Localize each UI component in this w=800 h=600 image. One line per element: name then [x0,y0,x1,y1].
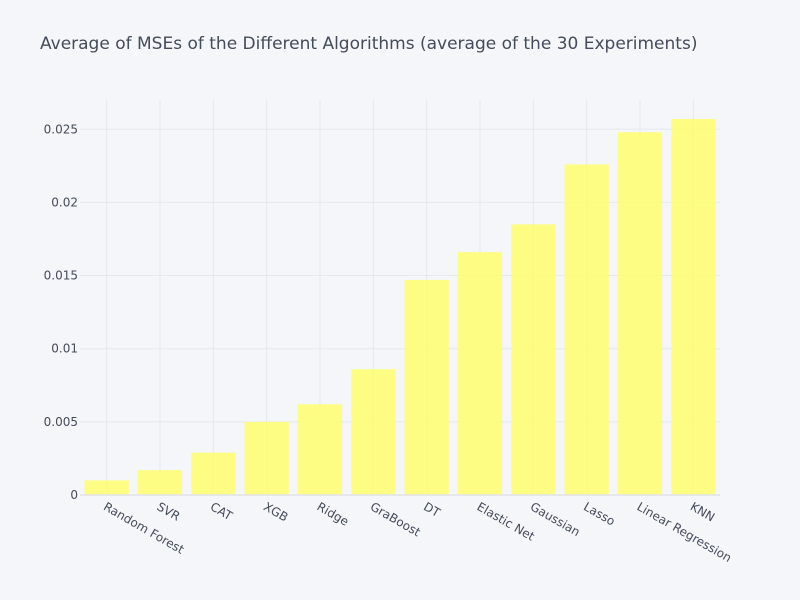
y-tick-label: 0.01 [51,342,78,356]
bar[interactable] [404,279,449,495]
x-tick-label: CAT [208,499,235,523]
y-tick-label: 0.02 [51,195,78,209]
bar[interactable] [244,421,289,495]
bar[interactable] [191,452,236,495]
bar[interactable] [617,132,663,495]
y-tick-label: 0 [70,488,78,502]
bar[interactable] [511,224,556,495]
x-tick-label: SVR [155,499,183,523]
bar[interactable] [564,164,609,496]
x-tick-label: KNN [688,499,717,524]
bar[interactable] [84,480,129,495]
x-tick-label: Elastic Net [475,499,538,543]
y-tick-label: 0.005 [44,415,78,429]
x-tick-label: GraBoost [368,499,423,539]
y-tick-label: 0.025 [44,122,78,136]
x-tick-label: Lasso [581,499,617,528]
x-tick-label: Linear Regression [635,499,734,564]
x-tick-label: Gaussian [528,499,583,539]
bar[interactable] [671,119,716,495]
bar[interactable] [137,470,183,495]
x-tick-label: XGB [261,499,290,524]
bar[interactable] [351,369,396,495]
x-tick-label: Ridge [315,499,352,528]
bar[interactable] [457,252,503,495]
x-tick-label: DT [421,499,443,520]
y-tick-label: 0.015 [44,269,78,283]
chart-title: Average of MSEs of the Different Algorit… [40,34,698,54]
bar[interactable] [297,404,343,495]
bars [84,119,716,496]
